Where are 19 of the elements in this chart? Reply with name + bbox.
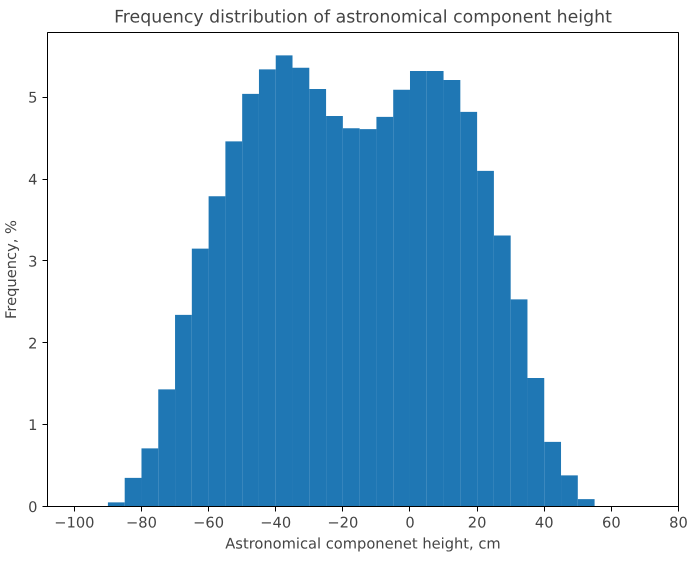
x-axis-title: Astronomical componenet height, cm (225, 536, 501, 552)
x-tick-label: −100 (54, 514, 94, 532)
y-axis-title: Frequency, % (3, 220, 20, 319)
y-tick-label: 3 (28, 253, 38, 270)
x-tick-label: 40 (534, 514, 554, 532)
x-tick-label: 60 (602, 514, 621, 532)
x-tick-label: −60 (193, 514, 224, 532)
x-tick-label: −40 (260, 514, 292, 532)
y-tick-label: 2 (28, 335, 38, 352)
x-tick-label: −20 (327, 514, 358, 532)
y-tick-label: 1 (28, 417, 38, 434)
x-tick-label: −80 (126, 514, 157, 532)
chart-title: Frequency distribution of astronomical component height (114, 8, 612, 28)
x-tick-label: 0 (405, 514, 415, 532)
x-tick-label: 80 (669, 514, 688, 532)
x-tick-label: 20 (468, 514, 486, 532)
y-tick-label: 0 (28, 499, 38, 516)
y-tick-label: 5 (28, 90, 38, 107)
y-tick-label: 4 (28, 172, 38, 189)
